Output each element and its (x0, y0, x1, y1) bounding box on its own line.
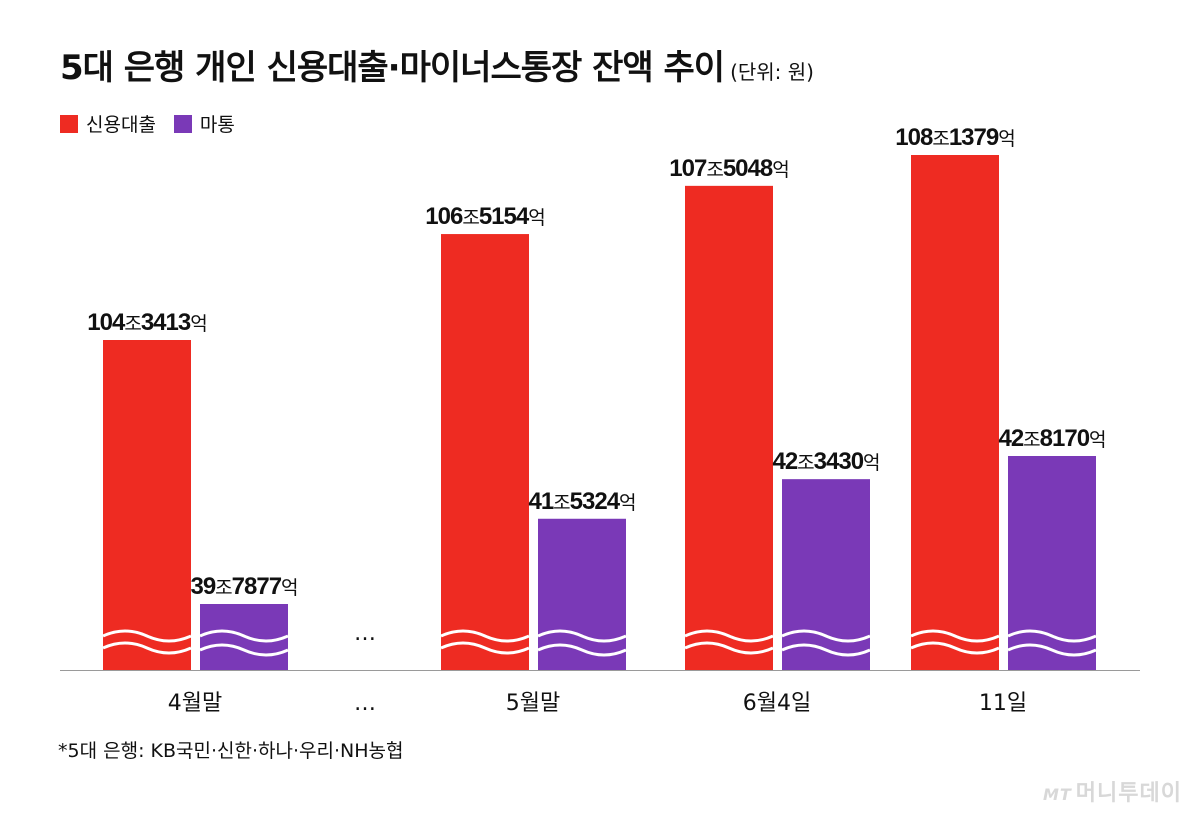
data-label-0-3: 107조5048억 (669, 155, 788, 182)
axis-break-wave (199, 629, 289, 643)
chart-title: 5대 은행 개인 신용대출·마이너스통장 잔액 추이 (단위: 원) (60, 40, 814, 89)
data-label-0-4: 108조1379억 (895, 124, 1014, 151)
legend-swatch-credit-loan (60, 114, 78, 133)
x-tick-label-4: 11일 (979, 691, 1027, 716)
legend-swatch-overdraft (173, 114, 192, 133)
data-label-1-4: 42조8170억 (998, 425, 1105, 452)
axis-break-wave (440, 629, 530, 643)
chart-title-text: 5대 은행 개인 신용대출·마이너스통장 잔액 추이 (60, 48, 725, 88)
gap-marker: … (354, 621, 376, 646)
axis-break-wave (684, 629, 774, 643)
bar-1-3 (782, 479, 870, 670)
axis-break-wave (1007, 643, 1097, 657)
x-tick-label-3: 6월4일 (743, 691, 811, 716)
watermark-mark: MT (1042, 785, 1072, 804)
legend-item-overdraft: 마통 (173, 110, 235, 137)
axis-break-wave (102, 629, 192, 643)
unit-label: (단위: 원) (730, 60, 814, 84)
axis-break-wave (537, 629, 627, 643)
data-label-1-2: 41조5324억 (528, 488, 635, 515)
watermark: MT 머니투데이 (1043, 775, 1182, 807)
axis-break-wave (910, 629, 1000, 643)
bar-1-4 (1008, 456, 1096, 670)
footnote: *5대 은행: KB국민·신한·하나·우리·NH농협 (58, 740, 404, 762)
legend-label-overdraft: 마통 (199, 114, 235, 136)
data-label-0-0: 104조3413억 (87, 309, 206, 336)
axis-break-wave (684, 641, 774, 655)
bar-0-4 (911, 155, 999, 670)
data-label-0-2: 106조5154억 (425, 203, 544, 230)
axis-break-wave (440, 641, 530, 655)
axis-break-wave (102, 641, 192, 655)
axis-break-wave (910, 641, 1000, 655)
x-tick-label-1: … (354, 691, 376, 716)
x-tick-label-0: 4월말 (168, 691, 222, 716)
legend-item-credit-loan: 신용대출 (60, 110, 156, 137)
legend: 신용대출 마통 (60, 110, 243, 137)
watermark-text: 머니투데이 (1075, 781, 1182, 806)
bar-0-3 (685, 185, 773, 670)
bar-0-2 (441, 234, 529, 671)
axis-break-wave (781, 629, 871, 643)
bar-0-0 (103, 340, 191, 670)
data-label-1-3: 42조3430억 (772, 448, 879, 475)
x-tick-label-2: 5월말 (506, 691, 560, 716)
legend-label-credit-loan: 신용대출 (86, 114, 156, 136)
axis-break-wave (199, 643, 289, 657)
axis-break-wave (537, 643, 627, 657)
axis-break-wave (781, 643, 871, 657)
axis-break-wave (1007, 629, 1097, 643)
data-label-1-0: 39조7877억 (190, 573, 297, 600)
